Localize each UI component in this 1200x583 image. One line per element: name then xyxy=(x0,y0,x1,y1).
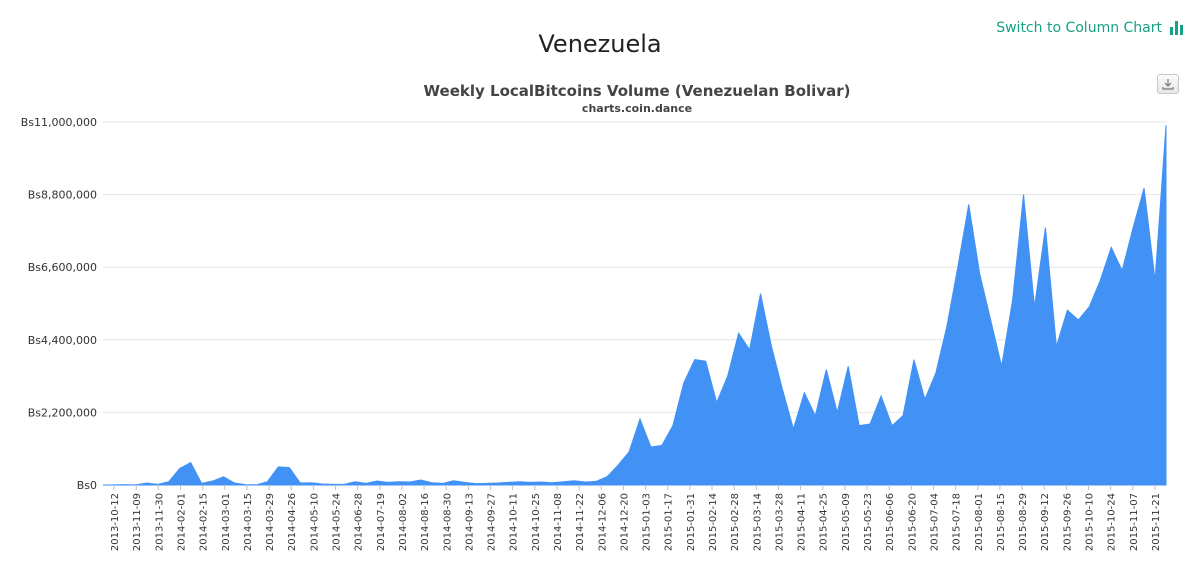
x-tick-label: 2014-12-20 xyxy=(619,493,630,551)
x-tick-label: 2014-11-08 xyxy=(553,493,564,551)
x-tick-label: 2015-06-20 xyxy=(907,493,918,551)
x-tick-label: 2014-05-24 xyxy=(332,493,343,551)
x-tick-label: 2014-03-29 xyxy=(265,493,276,551)
x-tick-label: 2014-08-30 xyxy=(442,493,453,551)
x-tick-label: 2015-08-29 xyxy=(1018,493,1029,551)
y-tick-label: Bs2,200,000 xyxy=(28,406,97,419)
page-title: Venezuela xyxy=(538,30,662,58)
x-tick-label: 2014-08-16 xyxy=(420,493,431,551)
y-tick-label: Bs6,600,000 xyxy=(28,261,97,274)
x-tick-label: 2014-10-25 xyxy=(531,493,542,551)
bar-chart-icon xyxy=(1170,21,1184,35)
x-tick-label: 2015-10-10 xyxy=(1085,493,1096,551)
export-chart-button[interactable] xyxy=(1157,74,1179,94)
x-tick-label: 2015-05-23 xyxy=(863,493,874,551)
y-tick-label: Bs0 xyxy=(77,479,97,492)
volume-series-area[interactable] xyxy=(102,125,1167,486)
x-tick-label: 2014-09-13 xyxy=(464,493,475,551)
x-tick-label: 2015-05-09 xyxy=(841,493,852,551)
x-tick-label: 2013-11-09 xyxy=(132,493,143,551)
x-tick-label: 2013-11-30 xyxy=(154,493,165,551)
x-tick-label: 2013-10-12 xyxy=(110,493,121,551)
x-tick-label: 2015-09-12 xyxy=(1040,493,1051,551)
x-tick-label: 2014-02-15 xyxy=(199,493,210,551)
x-tick-label: 2015-08-15 xyxy=(996,493,1007,551)
x-tick-label: 2015-07-18 xyxy=(952,493,963,551)
y-tick-label: Bs11,000,000 xyxy=(21,116,97,129)
x-tick-label: 2015-11-07 xyxy=(1129,493,1140,551)
x-tick-label: 2015-01-03 xyxy=(642,493,653,551)
x-tick-label: 2015-08-01 xyxy=(974,493,985,551)
x-tick-label: 2015-09-26 xyxy=(1062,493,1073,551)
chart-subtitle: charts.coin.dance xyxy=(582,102,692,115)
x-tick-label: 2014-08-02 xyxy=(398,493,409,551)
x-tick-label: 2014-04-26 xyxy=(287,493,298,551)
chart-title: Weekly LocalBitcoins Volume (Venezuelan … xyxy=(424,82,851,100)
x-tick-label: 2015-02-28 xyxy=(730,493,741,551)
x-tick-label: 2014-11-22 xyxy=(575,493,586,551)
x-tick-label: 2015-10-24 xyxy=(1107,493,1118,551)
download-icon xyxy=(1162,79,1174,90)
x-tick-label: 2014-07-19 xyxy=(376,493,387,551)
x-tick-label: 2015-04-25 xyxy=(819,493,830,551)
x-tick-label: 2015-11-21 xyxy=(1151,493,1162,551)
switch-to-column-chart-link[interactable]: Switch to Column Chart xyxy=(996,20,1184,36)
x-tick-label: 2014-03-15 xyxy=(243,493,254,551)
x-tick-label: 2015-01-17 xyxy=(664,493,675,551)
x-tick-label: 2014-05-10 xyxy=(309,493,320,551)
x-tick-label: 2014-02-01 xyxy=(177,493,188,551)
x-tick-label: 2014-03-01 xyxy=(221,493,232,551)
x-tick-label: 2014-12-06 xyxy=(597,493,608,551)
x-tick-label: 2015-03-28 xyxy=(774,493,785,551)
y-tick-label: Bs4,400,000 xyxy=(28,334,97,347)
x-tick-label: 2015-01-31 xyxy=(686,493,697,551)
x-tick-label: 2014-10-11 xyxy=(509,493,520,551)
switch-link-label: Switch to Column Chart xyxy=(996,20,1162,36)
x-tick-label: 2015-07-04 xyxy=(930,493,941,551)
x-tick-label: 2015-06-06 xyxy=(885,493,896,551)
x-tick-label: 2014-09-27 xyxy=(487,493,498,551)
x-tick-label: 2014-06-28 xyxy=(354,493,365,551)
y-tick-label: Bs8,800,000 xyxy=(28,189,97,202)
x-tick-label: 2015-03-14 xyxy=(752,493,763,551)
x-tick-label: 2015-02-14 xyxy=(708,493,719,551)
x-tick-label: 2015-04-11 xyxy=(797,493,808,551)
